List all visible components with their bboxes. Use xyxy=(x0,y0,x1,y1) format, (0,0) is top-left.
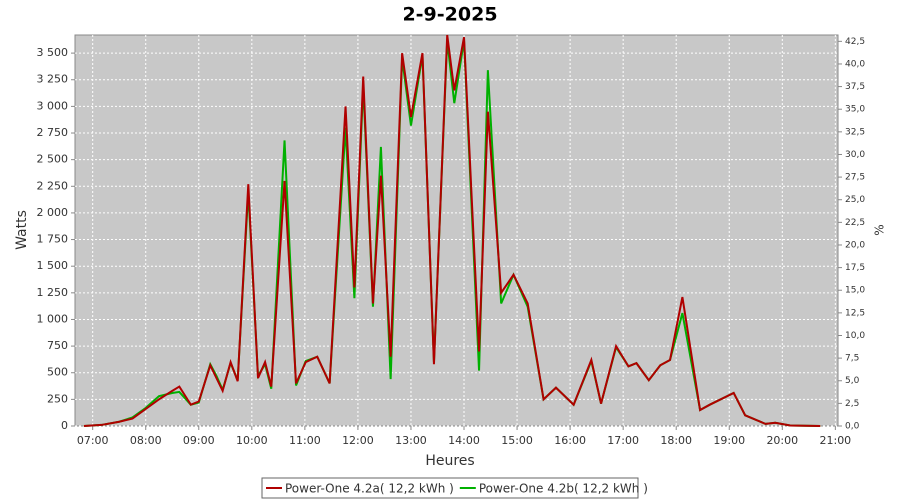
y2-tick-label: 30,0 xyxy=(845,150,865,160)
legend-label: Power-One 4.2a( 12,2 kWh ) xyxy=(285,482,454,496)
y2-tick-label: 12,5 xyxy=(845,308,865,318)
chart-title: 2-9-2025 xyxy=(402,4,497,26)
x-tick-label: 15:00 xyxy=(501,434,533,447)
x-tick-label: 09:00 xyxy=(183,434,215,447)
y-tick-label: 3 250 xyxy=(37,73,69,86)
y-tick-label: 1 750 xyxy=(37,233,69,246)
y2-tick-label: 10,0 xyxy=(845,331,865,341)
y-tick-label: 1 250 xyxy=(37,286,69,299)
x-tick-label: 07:00 xyxy=(77,434,109,447)
y-tick-label: 1 000 xyxy=(37,312,69,325)
y2-tick-label: 22,5 xyxy=(845,218,865,228)
x-tick-label: 19:00 xyxy=(713,434,745,447)
y2-tick-label: 2,5 xyxy=(845,399,859,409)
y-tick-label: 2 000 xyxy=(37,206,69,219)
x-tick-label: 20:00 xyxy=(766,434,798,447)
plot-area xyxy=(74,34,839,427)
y2-tick-label: 42,5 xyxy=(845,37,865,47)
x-tick-label: 17:00 xyxy=(607,434,639,447)
x-tick-label: 21:00 xyxy=(819,434,851,447)
y2-tick-label: 37,5 xyxy=(845,82,865,92)
legend xyxy=(261,477,639,499)
x-tick-label: 11:00 xyxy=(289,434,321,447)
y-tick-label: 750 xyxy=(47,339,68,352)
y-tick-label: 250 xyxy=(47,392,68,405)
y-tick-label: 2 750 xyxy=(37,126,69,139)
y-tick-label: 3 500 xyxy=(37,46,69,59)
y-tick-label: 500 xyxy=(47,366,68,379)
y2-tick-label: 5,0 xyxy=(845,376,860,386)
y2-tick-label: 20,0 xyxy=(845,240,865,250)
y-tick-label: 2 250 xyxy=(37,179,69,192)
y2-tick-label: 0,0 xyxy=(845,422,860,432)
y2-tick-label: 15,0 xyxy=(845,286,865,296)
x-tick-label: 08:00 xyxy=(130,434,162,447)
y-axis-label: Watts xyxy=(14,210,30,250)
x-tick-label: 18:00 xyxy=(660,434,692,447)
y-tick-label: 3 000 xyxy=(37,99,69,112)
x-tick-label: 16:00 xyxy=(554,434,586,447)
x-tick-label: 13:00 xyxy=(395,434,427,447)
y-tick-label: 1 500 xyxy=(37,259,69,272)
y2-tick-label: 25,0 xyxy=(845,195,865,205)
y-tick-label: 0 xyxy=(61,419,68,432)
x-axis-label: Heures xyxy=(425,453,474,469)
y2-tick-label: 32,5 xyxy=(845,127,865,137)
y-tick-label: 2 500 xyxy=(37,153,69,166)
y2-tick-label: 27,5 xyxy=(845,173,865,183)
x-tick-label: 12:00 xyxy=(342,434,374,447)
legend-label: Power-One 4.2b( 12,2 kWh ) xyxy=(479,482,648,496)
y2-tick-label: 7,5 xyxy=(845,354,859,364)
y2-tick-label: 40,0 xyxy=(845,59,865,69)
y2-tick-label: 35,0 xyxy=(845,105,865,115)
x-tick-label: 14:00 xyxy=(448,434,480,447)
x-tick-label: 10:00 xyxy=(236,434,268,447)
y2-axis-label: % xyxy=(873,224,887,235)
series-line xyxy=(83,34,821,427)
y2-tick-label: 17,5 xyxy=(845,263,865,273)
